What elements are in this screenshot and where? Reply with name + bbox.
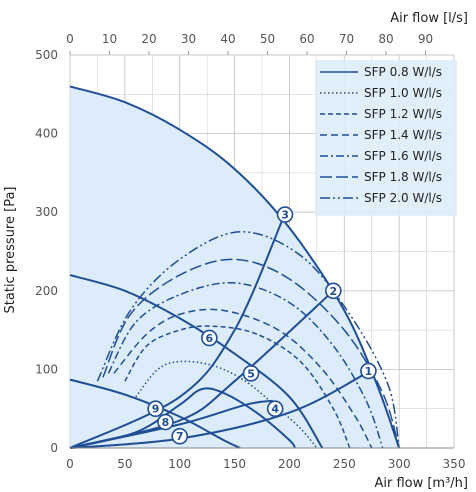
x-axis-title-top: Air flow [l/s] — [390, 11, 468, 26]
x-top-tick-label: 40 — [220, 32, 235, 46]
marker-circle — [201, 329, 218, 347]
x-top-tick-label: 60 — [299, 32, 314, 46]
x-tick-label: 300 — [388, 457, 411, 471]
fan-curve-line — [69, 85, 401, 449]
x-tick-label: 200 — [278, 457, 301, 471]
x-top-tick-label: 50 — [260, 32, 275, 46]
y-tick-label: 200 — [35, 284, 58, 298]
sfp-series-line — [96, 231, 400, 449]
legend-label: SFP 1.0 W/l/s — [364, 86, 442, 100]
sfp-series-line — [135, 360, 318, 449]
sfp-series-line — [124, 325, 351, 449]
x-top-tick-label: 70 — [339, 32, 354, 46]
legend-background — [315, 60, 457, 216]
x-tick-label: 350 — [443, 457, 466, 471]
sfp-series-line — [102, 258, 400, 449]
legend-label: SFP 1.8 W/l/s — [364, 170, 442, 184]
legend-label: SFP 0.8 W/l/s — [364, 65, 442, 79]
marker-label: 9 — [152, 403, 160, 416]
marker-circle — [266, 400, 284, 418]
y-tick-label: 400 — [35, 127, 58, 141]
legend-label: SFP 1.2 W/l/s — [364, 107, 442, 121]
sfp-series-line — [107, 282, 384, 449]
x-tick-label: 250 — [333, 457, 356, 471]
y-tick-label: 500 — [35, 48, 58, 62]
x-top-tick-label: 30 — [181, 32, 196, 46]
x-tick-label: 100 — [168, 457, 191, 471]
marker-circle — [171, 427, 189, 445]
marker-circle — [157, 413, 174, 431]
y-axis-title: Static pressure [Pa] — [3, 187, 18, 314]
legend-label: SFP 1.6 W/l/s — [364, 149, 442, 163]
markers: 1 2 3 4 5 6 789 — [147, 206, 377, 445]
fan-curve-line — [69, 378, 241, 449]
marker-label: 1 — [365, 365, 373, 378]
marker-label: 7 — [176, 430, 184, 443]
x-top-tick-label: 0 — [66, 32, 74, 46]
marker-circle — [325, 282, 342, 300]
marker-circle — [360, 362, 377, 380]
system-curve-line — [69, 387, 296, 449]
x-top-tick-label: 80 — [378, 32, 393, 46]
marker-label: 2 — [329, 285, 337, 298]
x-top-tick-label: 20 — [141, 32, 156, 46]
legend: SFP 0.8 W/l/s SFP 1.0 W/l/s SFP 1.2 W/l/s S… — [315, 60, 457, 216]
marker-label: 4 — [271, 403, 279, 416]
system-curve-line — [69, 215, 285, 449]
marker-label: 6 — [206, 332, 214, 345]
marker-label: 5 — [247, 367, 255, 380]
marker-circle — [242, 365, 260, 382]
x-axis-title-bottom: Air flow [m³/h] — [374, 476, 468, 491]
y-tick-label: 0 — [50, 441, 58, 455]
y-tick-label: 300 — [35, 205, 58, 219]
marker-circle — [147, 400, 164, 418]
x-tick-label: 150 — [223, 457, 246, 471]
operating-area-fill — [70, 86, 400, 449]
system-curve-line — [69, 372, 367, 449]
marker-label: 3 — [281, 209, 289, 222]
marker-label: 8 — [162, 416, 170, 429]
marker-circle — [276, 206, 294, 223]
y-tick-label: 100 — [35, 362, 58, 376]
x-tick-label: 50 — [117, 457, 132, 471]
operating-area — [70, 86, 400, 449]
x-top-tick-label: 90 — [418, 32, 433, 46]
x-top-tick-label: 10 — [102, 32, 117, 46]
legend-label: SFP 1.4 W/l/s — [364, 128, 442, 142]
x-tick-label: 0 — [66, 457, 74, 471]
legend-label: SFP 2.0 W/l/s — [364, 191, 442, 205]
